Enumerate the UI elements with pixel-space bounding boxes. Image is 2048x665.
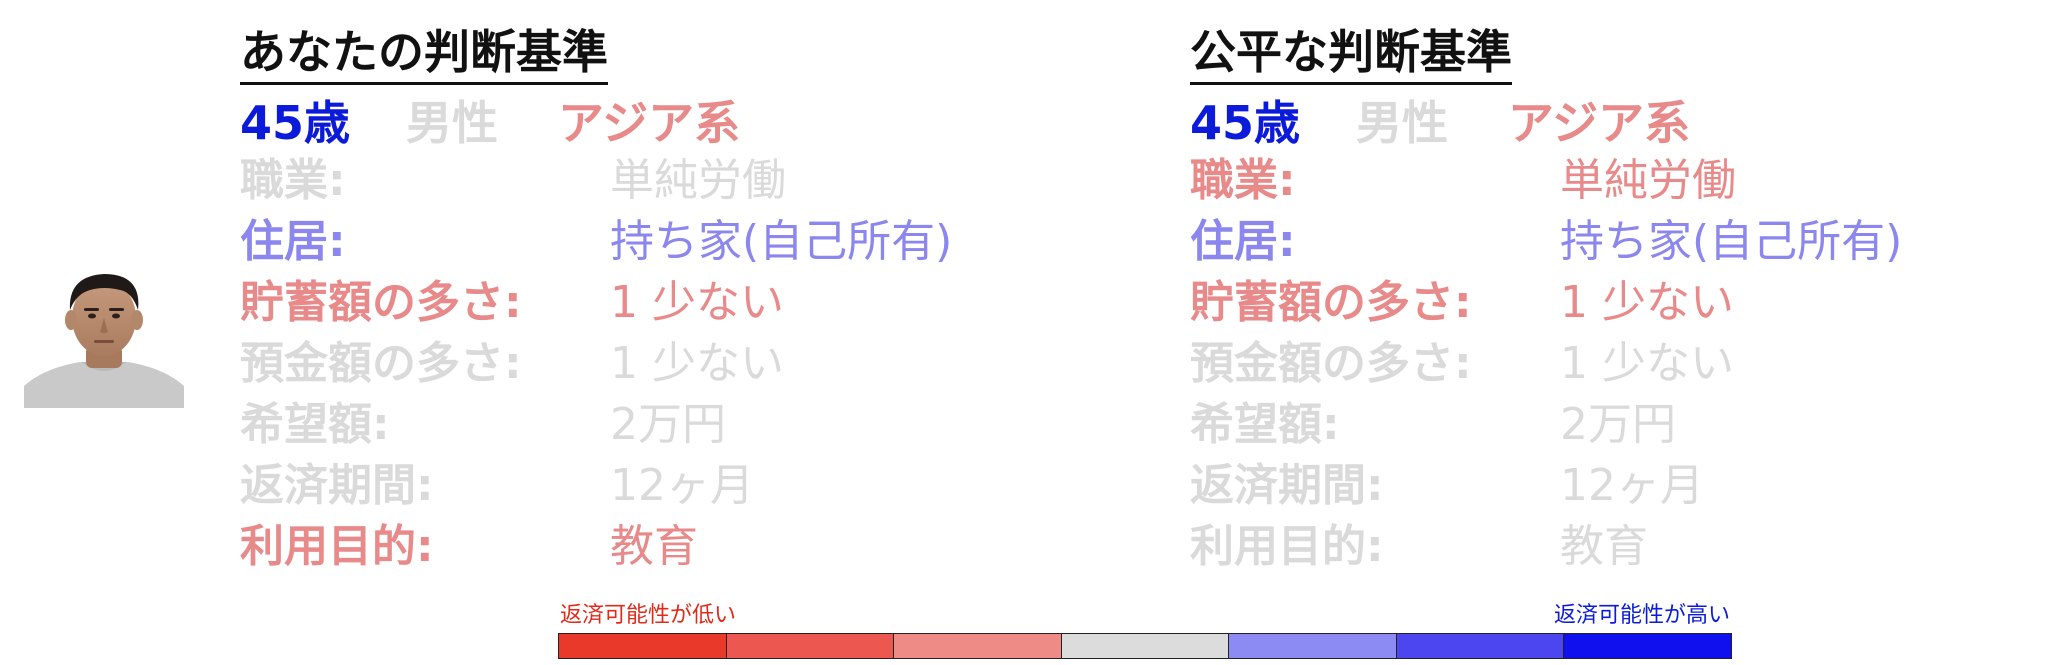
attribute-label: 預金額の多さ: xyxy=(1190,338,1472,389)
attribute-row-purpose: 利用目的: 教育 xyxy=(1190,517,2010,578)
legend-segment xyxy=(1396,634,1565,658)
attribute-value: 12ヶ月 xyxy=(610,460,754,511)
attribute-label: 住居: xyxy=(240,216,346,267)
demographics-row: 45歳 男性 アジア系 xyxy=(240,89,1060,151)
legend-segment xyxy=(1061,634,1230,658)
gender-label: 男性 xyxy=(1356,96,1448,150)
attribute-value: 1 少ない xyxy=(1560,277,1734,328)
panel-fair-criteria: 公平な判断基準 45歳 男性 アジア系 職業: 単純労働 住居: 持ち家(自己所… xyxy=(1190,24,2010,578)
attribute-value: 単純労働 xyxy=(610,155,786,206)
panel-title: 公平な判断基準 xyxy=(1190,24,1512,85)
attribute-label: 職業: xyxy=(240,155,346,206)
attribute-value: 12ヶ月 xyxy=(1560,460,1704,511)
attribute-value: 持ち家(自己所有) xyxy=(1560,216,1903,267)
attribute-label: 貯蓄額の多さ: xyxy=(240,277,522,328)
attribute-label: 返済期間: xyxy=(240,460,434,511)
attribute-value: 持ち家(自己所有) xyxy=(610,216,953,267)
person-photo-icon xyxy=(24,274,184,408)
attribute-label: 住居: xyxy=(1190,216,1296,267)
attribute-row-savings: 貯蓄額の多さ: 1 少ない xyxy=(240,273,1060,334)
attribute-label: 貯蓄額の多さ: xyxy=(1190,277,1472,328)
attribute-row-deposits: 預金額の多さ: 1 少ない xyxy=(240,334,1060,395)
attribute-row-occupation: 職業: 単純労働 xyxy=(1190,151,2010,212)
attribute-value: 1 少ない xyxy=(610,277,784,328)
attribute-row-deposits: 預金額の多さ: 1 少ない xyxy=(1190,334,2010,395)
attribute-label: 利用目的: xyxy=(240,521,434,572)
attribute-label: 利用目的: xyxy=(1190,521,1384,572)
attribute-row-requested-amount: 希望額: 2万円 xyxy=(1190,395,2010,456)
attribute-row-purpose: 利用目的: 教育 xyxy=(240,517,1060,578)
legend-segment xyxy=(1564,634,1732,658)
gender-label: 男性 xyxy=(406,96,498,150)
race-label: アジア系 xyxy=(1508,96,1691,150)
attribute-row-repayment-period: 返済期間: 12ヶ月 xyxy=(1190,456,2010,517)
legend-color-scale xyxy=(558,633,1732,659)
attribute-row-occupation: 職業: 単純労働 xyxy=(240,151,1060,212)
attribute-list: 職業: 単純労働 住居: 持ち家(自己所有) 貯蓄額の多さ: 1 少ない 預金額… xyxy=(1190,151,2010,578)
demographics-row: 45歳 男性 アジア系 xyxy=(1190,89,2010,151)
legend-segment xyxy=(726,634,895,658)
attribute-value: 単純労働 xyxy=(1560,155,1736,206)
attribute-label: 職業: xyxy=(1190,155,1296,206)
legend-low-label: 返済可能性が低い xyxy=(560,603,737,628)
attribute-row-requested-amount: 希望額: 2万円 xyxy=(240,395,1060,456)
attribute-value: 教育 xyxy=(610,521,698,572)
avatar xyxy=(24,268,184,408)
attribute-value: 1 少ない xyxy=(1560,338,1734,389)
legend-segment xyxy=(1229,634,1397,658)
attribute-value: 1 少ない xyxy=(610,338,784,389)
race-label: アジア系 xyxy=(558,96,741,150)
age-label: 45歳 xyxy=(1190,96,1301,150)
legend-segment xyxy=(559,634,727,658)
attribute-row-repayment-period: 返済期間: 12ヶ月 xyxy=(240,456,1060,517)
attribute-value: 2万円 xyxy=(610,399,726,450)
age-label: 45歳 xyxy=(240,96,351,150)
attribute-label: 返済期間: xyxy=(1190,460,1384,511)
legend-high-label: 返済可能性が高い xyxy=(1553,603,1730,628)
attribute-label: 預金額の多さ: xyxy=(240,338,522,389)
attribute-label: 希望額: xyxy=(1190,399,1340,450)
attribute-value: 2万円 xyxy=(1560,399,1676,450)
attribute-row-savings: 貯蓄額の多さ: 1 少ない xyxy=(1190,273,2010,334)
attribute-row-housing: 住居: 持ち家(自己所有) xyxy=(1190,212,2010,273)
attribute-label: 希望額: xyxy=(240,399,390,450)
panel-title: あなたの判断基準 xyxy=(240,24,608,85)
attribute-value: 教育 xyxy=(1560,521,1648,572)
attribute-row-housing: 住居: 持ち家(自己所有) xyxy=(240,212,1060,273)
panel-your-criteria: あなたの判断基準 45歳 男性 アジア系 職業: 単純労働 住居: 持ち家(自己… xyxy=(240,24,1060,578)
legend-segment xyxy=(894,634,1062,658)
attribute-list: 職業: 単純労働 住居: 持ち家(自己所有) 貯蓄額の多さ: 1 少ない 預金額… xyxy=(240,151,1060,578)
